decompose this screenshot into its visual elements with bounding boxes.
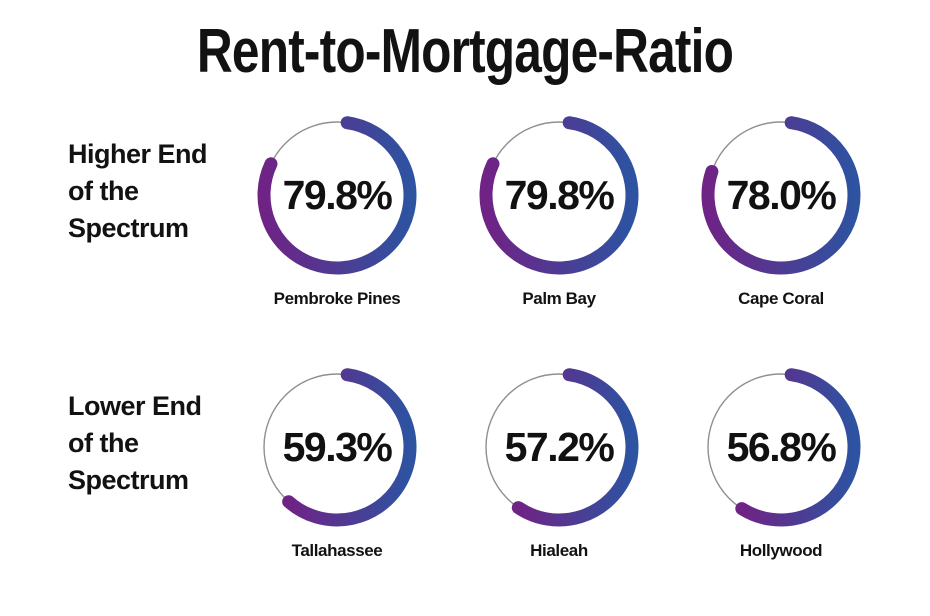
- donut-gauge: 56.8%: [696, 362, 866, 532]
- gauge-city-label: Cape Coral: [738, 289, 824, 309]
- row-label-higher-end: Higher End of the Spectrum: [0, 110, 226, 309]
- gauge-value: 79.8%: [504, 171, 615, 218]
- donut-gauge: 79.8%: [474, 110, 644, 280]
- gauge-value: 57.2%: [504, 423, 615, 470]
- gauge-city-label: Hollywood: [739, 541, 823, 561]
- gauge-city-label: Palm Bay: [522, 289, 596, 309]
- gauge-cell: 78.0% Cape Coral: [670, 110, 892, 309]
- donut-arc: [263, 368, 417, 527]
- gauge-cell: 56.8% Hollywood: [670, 362, 892, 561]
- row-label-line: of the: [68, 428, 139, 459]
- gauge-row-lower: Lower End of the Spectrum 59.3% Tallahas…: [0, 362, 930, 561]
- gauge-value: 78.0%: [726, 171, 837, 218]
- donut-arc: [701, 116, 861, 275]
- donut-gauge: 79.8%: [252, 110, 422, 280]
- donut-gauge: 57.2%: [474, 362, 644, 532]
- row-label-line: of the: [68, 176, 139, 207]
- row-label-line: Higher End: [68, 139, 208, 170]
- gauge-cell: 79.8% Palm Bay: [448, 110, 670, 309]
- row-label-line: Lower End: [68, 391, 202, 422]
- donut-arc: [479, 116, 639, 275]
- donut-gauge: 59.3%: [252, 362, 422, 532]
- donut-arc: [707, 368, 861, 527]
- gauge-city-label: Pembroke Pines: [273, 289, 401, 309]
- donut-gauge: 78.0%: [696, 110, 866, 280]
- row-label-lower-end: Lower End of the Spectrum: [0, 362, 226, 561]
- gauge-cell: 79.8% Pembroke Pines: [226, 110, 448, 309]
- row-label-line: Spectrum: [68, 465, 189, 496]
- gauge-cell: 59.3% Tallahassee: [226, 362, 448, 561]
- donut-arc: [485, 368, 639, 527]
- page-title: Rent-to-Mortgage-Ratio: [196, 17, 734, 86]
- gauge-city-label: Hialeah: [530, 541, 588, 561]
- gauge-cell: 57.2% Hialeah: [448, 362, 670, 561]
- gauge-row-higher: Higher End of the Spectrum 79.8% Pembrok…: [0, 110, 930, 309]
- gauge-value: 79.8%: [282, 171, 393, 218]
- gauge-value: 56.8%: [726, 423, 837, 470]
- gauge-city-label: Tallahassee: [291, 541, 383, 561]
- donut-arc: [257, 116, 417, 275]
- gauge-value: 59.3%: [282, 423, 393, 470]
- row-label-line: Spectrum: [68, 213, 189, 244]
